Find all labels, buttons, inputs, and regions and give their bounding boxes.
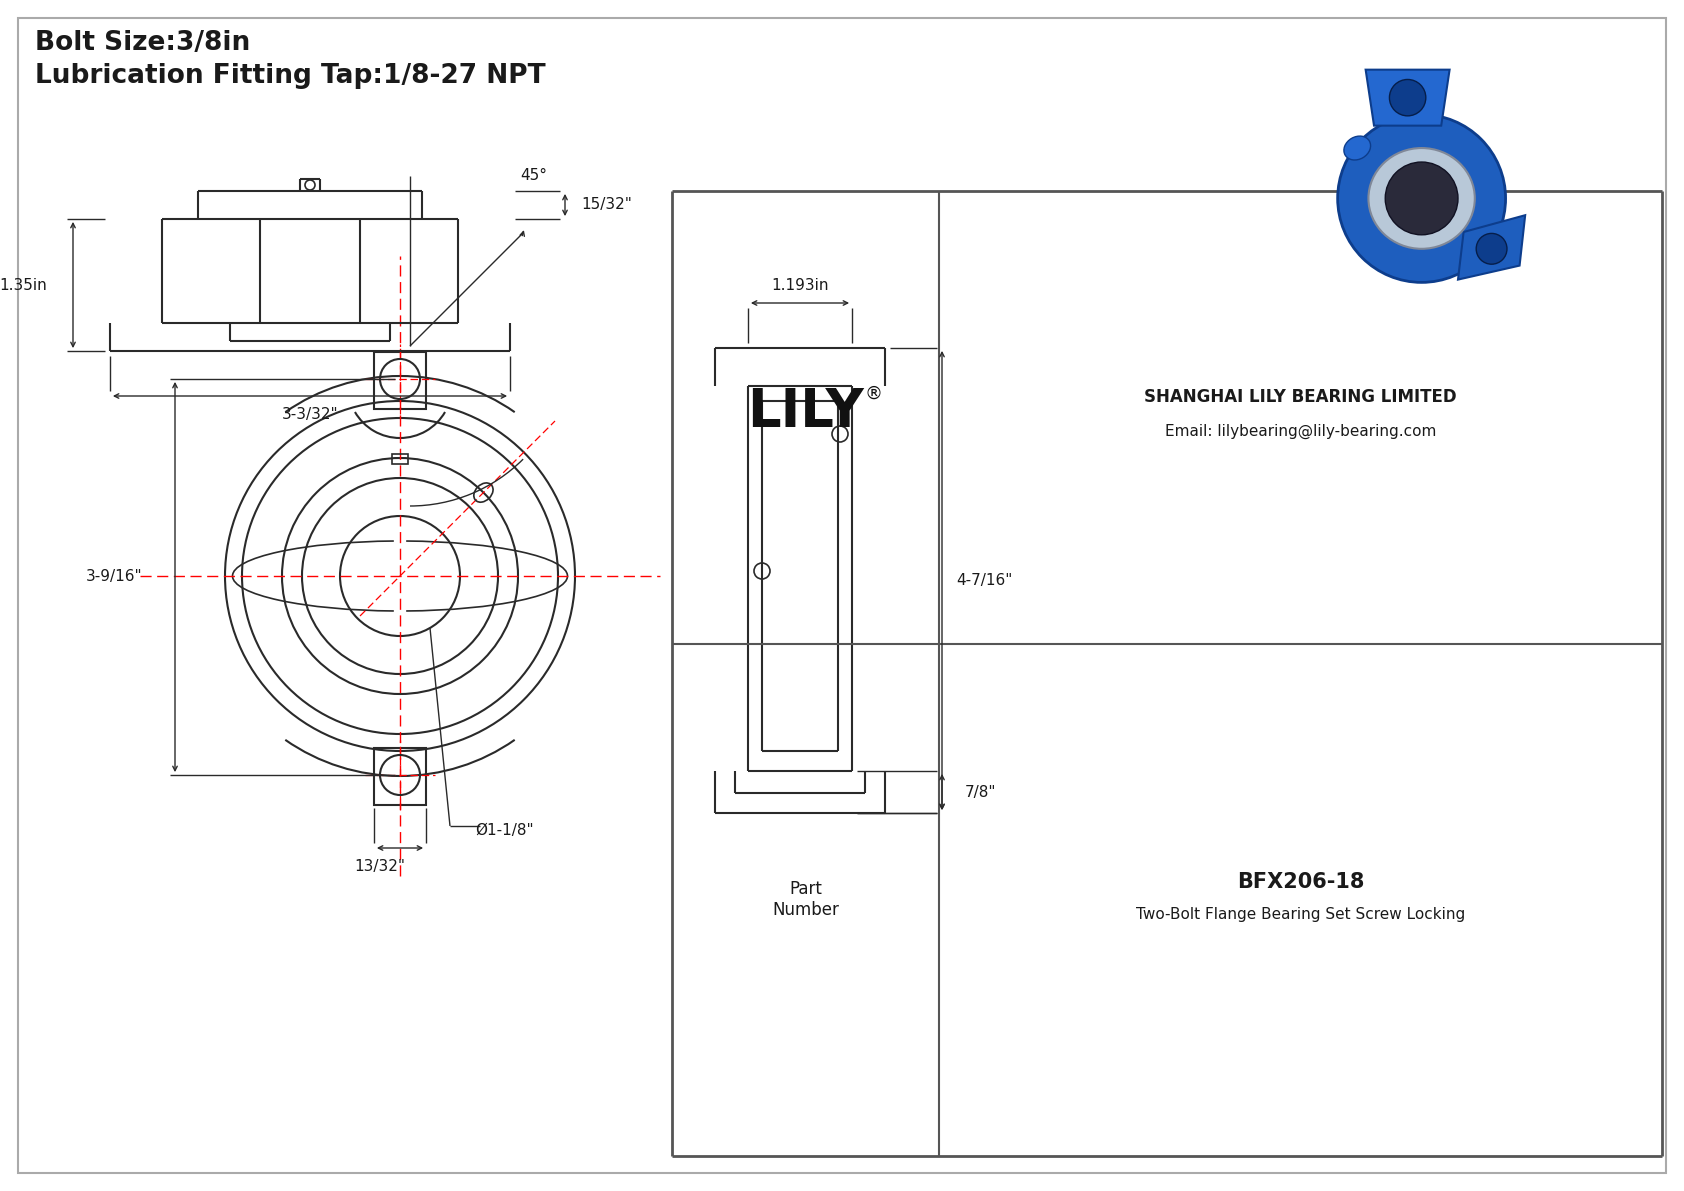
Text: Lubrication Fitting Tap:1/8-27 NPT: Lubrication Fitting Tap:1/8-27 NPT	[35, 63, 546, 89]
Circle shape	[1337, 114, 1505, 282]
Bar	[374, 748, 426, 805]
Text: LILY: LILY	[748, 386, 864, 438]
Circle shape	[1386, 162, 1458, 235]
Polygon shape	[1366, 69, 1450, 126]
Ellipse shape	[1344, 136, 1371, 160]
Text: SHANGHAI LILY BEARING LIMITED: SHANGHAI LILY BEARING LIMITED	[1145, 388, 1457, 406]
Text: 3-9/16": 3-9/16"	[86, 569, 141, 585]
Polygon shape	[1458, 216, 1526, 280]
Text: 1.193in: 1.193in	[771, 278, 829, 293]
Text: Ø1-1/8": Ø1-1/8"	[475, 823, 534, 838]
Text: Part
Number: Part Number	[773, 880, 839, 919]
Text: Two-Bolt Flange Bearing Set Screw Locking: Two-Bolt Flange Bearing Set Screw Lockin…	[1137, 908, 1465, 922]
Text: 7/8": 7/8"	[965, 785, 995, 799]
Text: 45°: 45°	[520, 168, 547, 183]
Circle shape	[1389, 80, 1426, 116]
Text: Email: lilybearing@lily-bearing.com: Email: lilybearing@lily-bearing.com	[1165, 424, 1436, 438]
Text: ®: ®	[864, 385, 882, 403]
Text: 4-7/16": 4-7/16"	[957, 573, 1012, 588]
Bar	[374, 353, 426, 409]
Text: BFX206-18: BFX206-18	[1238, 872, 1364, 892]
Circle shape	[1477, 233, 1507, 264]
Ellipse shape	[1369, 148, 1475, 249]
Text: 13/32": 13/32"	[355, 859, 406, 873]
Bar	[392, 454, 408, 464]
Text: Bolt Size:3/8in: Bolt Size:3/8in	[35, 30, 251, 56]
Text: 1.35in: 1.35in	[0, 278, 47, 293]
Text: 15/32": 15/32"	[581, 198, 633, 212]
Text: 3-3/32": 3-3/32"	[281, 406, 338, 422]
